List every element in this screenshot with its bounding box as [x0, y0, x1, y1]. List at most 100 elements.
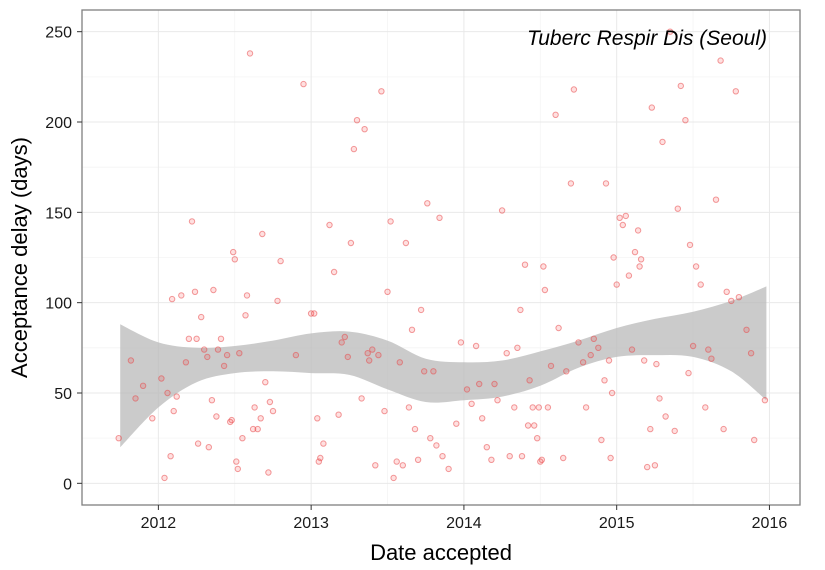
data-point	[115, 435, 122, 442]
data-point	[662, 413, 669, 420]
data-point	[208, 397, 216, 404]
data-point	[534, 435, 541, 442]
data-point	[457, 339, 465, 346]
data-point	[417, 306, 425, 314]
data-point	[702, 404, 709, 411]
data-point	[720, 425, 727, 433]
data-point	[648, 104, 655, 111]
data-point	[605, 357, 613, 364]
data-point	[358, 395, 365, 402]
data-point	[666, 28, 674, 35]
data-point	[517, 306, 524, 314]
data-point	[430, 368, 437, 375]
data-point	[538, 456, 545, 463]
data-point	[526, 377, 533, 384]
data-point	[369, 346, 376, 353]
data-point	[411, 425, 419, 433]
data-point	[674, 205, 681, 212]
data-point	[230, 248, 237, 256]
data-point	[424, 200, 431, 207]
data-point	[472, 342, 480, 350]
data-point	[682, 117, 689, 124]
data-point	[544, 404, 552, 411]
data-point	[732, 88, 739, 95]
data-point	[582, 404, 590, 411]
data-point	[408, 326, 416, 333]
confidence-band	[120, 286, 767, 448]
data-point	[671, 427, 678, 435]
data-point	[246, 50, 254, 57]
data-point	[204, 353, 211, 361]
data-point	[259, 230, 266, 238]
y-tick-label: 0	[63, 476, 72, 493]
data-point	[314, 415, 321, 422]
data-point	[728, 297, 735, 305]
data-point	[511, 404, 518, 411]
data-point	[445, 465, 452, 473]
y-tick-label: 100	[45, 296, 72, 313]
data-point	[468, 400, 475, 407]
y-tick-label: 50	[54, 386, 72, 403]
data-point	[127, 357, 135, 364]
data-point	[579, 359, 587, 366]
data-point	[326, 221, 333, 229]
data-point	[399, 462, 406, 469]
data-point	[361, 126, 368, 133]
data-point	[622, 212, 629, 220]
data-point	[453, 420, 460, 427]
data-point	[405, 404, 413, 411]
data-point	[427, 435, 434, 442]
y-axis: 0 50 100 150 200 250	[45, 25, 82, 493]
data-point	[266, 398, 274, 406]
data-point	[570, 86, 578, 93]
data-point	[717, 57, 724, 64]
data-point	[567, 180, 575, 187]
data-point	[341, 333, 348, 341]
data-point	[173, 393, 180, 400]
data-point	[560, 454, 567, 462]
data-point	[598, 436, 605, 444]
data-point	[364, 350, 371, 357]
data-point	[249, 425, 257, 433]
data-point	[269, 407, 277, 415]
data-point	[188, 218, 196, 225]
data-point	[217, 335, 225, 342]
data-point	[164, 389, 171, 397]
data-point	[608, 389, 616, 397]
data-point	[205, 444, 213, 451]
data-point	[689, 342, 697, 350]
data-point	[335, 411, 342, 418]
data-point	[378, 88, 385, 95]
data-point	[350, 145, 358, 153]
data-point	[483, 444, 490, 451]
data-point	[292, 351, 300, 359]
y-axis-title: Acceptance delay (days)	[7, 137, 32, 378]
plot-frame	[81, 9, 801, 506]
data-point	[677, 82, 684, 90]
data-point	[234, 465, 242, 473]
data-point	[540, 263, 547, 270]
data-point	[761, 397, 769, 404]
data-point	[132, 395, 139, 402]
data-point	[251, 404, 258, 411]
data-point	[647, 425, 654, 433]
journal-annotation: Tuberc Respir Dis (Seoul)	[527, 27, 767, 50]
data-point	[708, 355, 715, 362]
data-point	[506, 453, 513, 460]
data-point	[233, 458, 240, 465]
data-point	[552, 111, 559, 119]
data-point	[641, 357, 648, 364]
data-point	[488, 456, 495, 463]
data-point	[257, 415, 264, 422]
data-point	[686, 241, 694, 249]
data-point	[381, 407, 388, 415]
data-point	[320, 440, 327, 447]
data-point	[139, 382, 147, 389]
data-point	[494, 397, 501, 404]
data-point	[161, 474, 168, 482]
data-point	[191, 288, 199, 295]
data-point	[479, 415, 486, 422]
data-point	[167, 453, 174, 460]
data-point	[601, 377, 608, 384]
data-point	[223, 351, 231, 359]
